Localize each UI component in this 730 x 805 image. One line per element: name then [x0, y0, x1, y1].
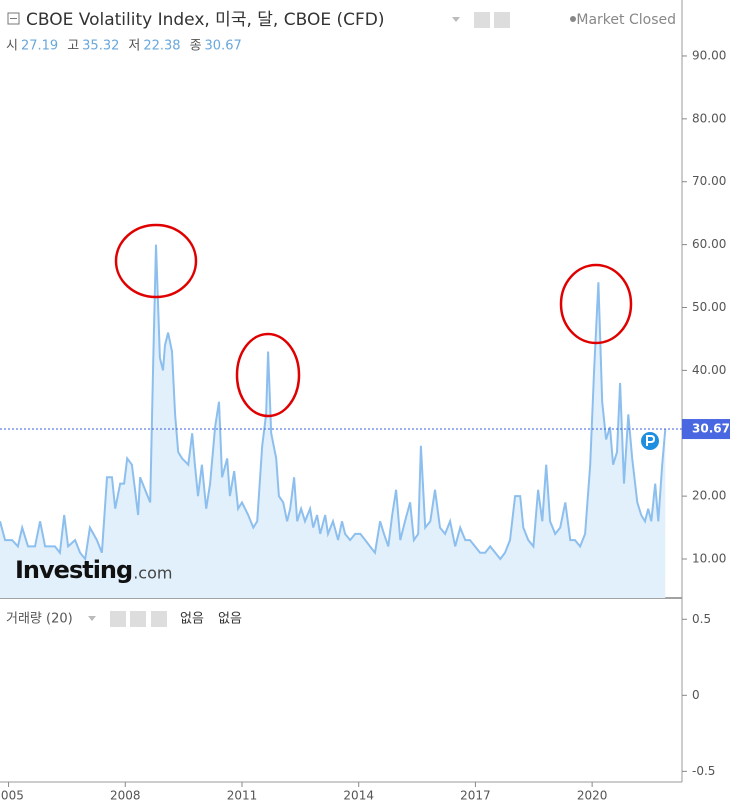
y-tick-label: 40.00: [692, 363, 726, 377]
collapse-icon[interactable]: [7, 12, 20, 25]
highlight-circle: [114, 223, 198, 299]
dropdown-arrow[interactable]: [452, 17, 460, 22]
ohlc-label: 종: [190, 39, 202, 54]
ohlc-value: 30.67: [205, 39, 242, 54]
x-tick-label: 2020: [577, 789, 608, 803]
volume-y-tick-label: 0: [692, 688, 700, 702]
volume-y-tick-label: -0.5: [692, 764, 715, 778]
eye-icon[interactable]: [110, 611, 126, 627]
area-fill: [0, 244, 666, 598]
x-tick-label: 2008: [110, 789, 141, 803]
y-tick-label: 80.00: [692, 111, 726, 125]
highlight-circle: [559, 263, 633, 345]
y-tick-label: 70.00: [692, 174, 726, 188]
gear-icon[interactable]: [130, 611, 146, 627]
x-tick-label: 2005: [0, 789, 24, 803]
logo-suffix: .com: [133, 564, 172, 583]
status-dot: [570, 16, 576, 22]
price-line: [0, 244, 667, 562]
y-tick-label: 90.00: [692, 48, 726, 62]
highlight-circle: [235, 332, 301, 418]
market-status: Market Closed: [576, 12, 676, 28]
ohlc-label: 시: [6, 39, 18, 54]
x-tick-label: 2014: [343, 789, 374, 803]
study-value: 없음: [218, 612, 242, 627]
gear-icon[interactable]: [494, 12, 510, 28]
marker-badge-glyph: [646, 435, 656, 446]
ohlc-value: 27.19: [21, 39, 58, 54]
study-value: 없음: [180, 612, 204, 627]
last-price-label: 30.67: [692, 422, 730, 436]
ohlc-value: 35.32: [82, 39, 119, 54]
close-icon[interactable]: [151, 611, 167, 627]
x-tick-label: 2017: [460, 789, 491, 803]
y-tick-label: 20.00: [692, 489, 726, 503]
y-tick-label: 50.00: [692, 300, 726, 314]
x-tick-label: 2011: [227, 789, 258, 803]
ohlc-label: 저: [128, 39, 140, 54]
volume-title: 거래량 (20): [6, 612, 73, 627]
volume-y-tick-label: 0.5: [692, 612, 711, 626]
logo-brand: Investing: [15, 556, 132, 584]
ohlc-value: 22.38: [143, 39, 180, 54]
eye-icon[interactable]: [474, 12, 490, 28]
chart-title: CBOE Volatility Index, 미국, 달, CBOE (CFD): [26, 10, 384, 30]
dropdown-arrow[interactable]: [88, 616, 96, 621]
ohlc-label: 고: [67, 39, 79, 54]
last-price-tag: [682, 419, 730, 440]
y-tick-label: 10.00: [692, 552, 726, 566]
y-tick-label: 60.00: [692, 237, 726, 251]
